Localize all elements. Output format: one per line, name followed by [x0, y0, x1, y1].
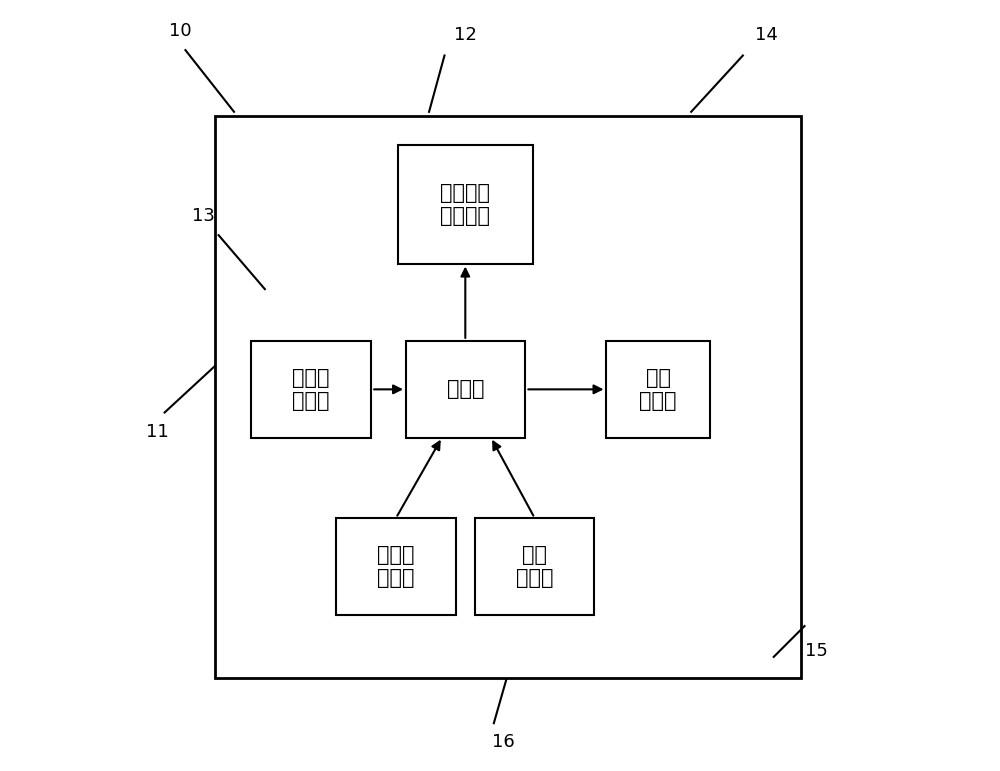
Text: 可变
情报板: 可变 情报板	[639, 368, 677, 411]
Text: 能见度
检测仪: 能见度 检测仪	[377, 545, 415, 588]
Text: 10: 10	[169, 22, 191, 40]
Bar	[336, 519, 456, 615]
Text: 14: 14	[755, 25, 777, 44]
Text: 控制器: 控制器	[447, 379, 484, 399]
Bar	[251, 341, 371, 438]
Text: 13: 13	[192, 207, 215, 225]
Text: 交通流
检测器: 交通流 检测器	[292, 368, 330, 411]
Text: 照度
检测仪: 照度 检测仪	[516, 545, 553, 588]
Text: 主动发光
诱导设施: 主动发光 诱导设施	[440, 183, 490, 226]
Text: 16: 16	[492, 732, 515, 751]
Bar	[475, 519, 594, 615]
Text: 12: 12	[454, 25, 477, 44]
Bar	[398, 145, 533, 264]
Text: 11: 11	[146, 423, 168, 441]
Text: 15: 15	[805, 642, 828, 661]
Bar	[215, 116, 801, 678]
Bar	[406, 341, 525, 438]
Bar	[606, 341, 710, 438]
